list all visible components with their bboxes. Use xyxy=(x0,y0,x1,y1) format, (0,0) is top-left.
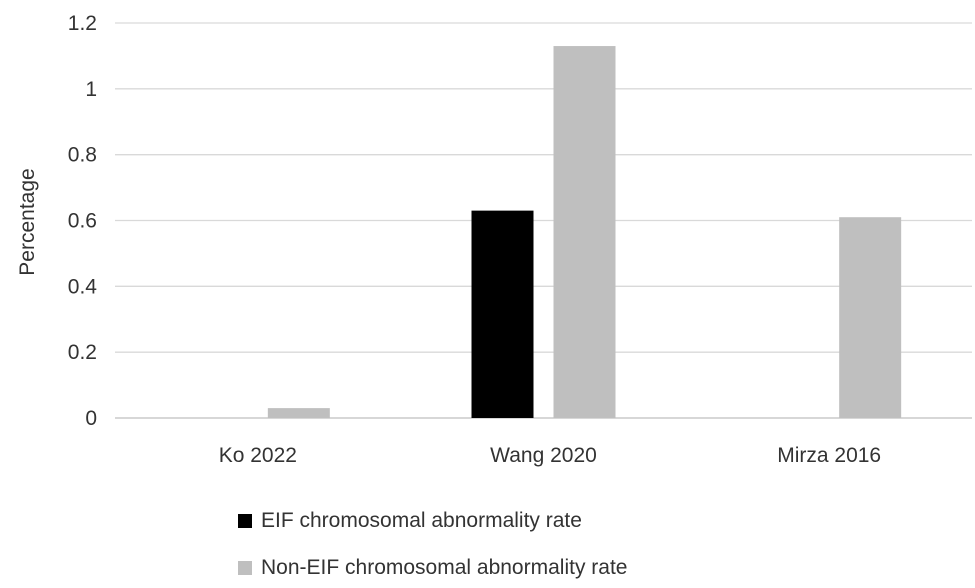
bar xyxy=(839,217,902,418)
legend-swatch-non-eif xyxy=(238,561,252,575)
bars xyxy=(267,46,902,419)
legend-item-eif: EIF chromosomal abnormality rate xyxy=(238,509,582,533)
x-tick-label: Mirza 2016 xyxy=(777,444,881,467)
y-tick-label: 0.8 xyxy=(68,144,97,167)
bar xyxy=(553,46,616,419)
y-tick-label: 0 xyxy=(85,407,97,430)
x-tick-label: Wang 2020 xyxy=(490,444,597,467)
x-axis-ticks: Ko 2022 Wang 2020 Mirza 2016 xyxy=(219,444,881,467)
y-tick-label: 0.6 xyxy=(68,210,97,233)
y-axis-label: Percentage xyxy=(16,168,39,275)
bar xyxy=(267,408,330,418)
bar xyxy=(471,210,534,418)
gridlines xyxy=(115,22,972,419)
x-tick-label: Ko 2022 xyxy=(219,444,297,467)
legend-label-non-eif: Non-EIF chromosomal abnormality rate xyxy=(261,556,628,579)
y-tick-label: 1.2 xyxy=(68,12,97,35)
legend-item-non-eif: Non-EIF chromosomal abnormality rate xyxy=(238,556,627,580)
legend-swatch-eif xyxy=(238,514,252,528)
y-tick-label: 1 xyxy=(85,78,97,101)
legend: EIF chromosomal abnormality rate Non-EIF… xyxy=(0,500,975,588)
legend-label-eif: EIF chromosomal abnormality rate xyxy=(261,509,582,532)
bar-chart: 0 0.2 0.4 0.6 0.8 1 1.2 Ko 2022 Wang 2020 Mirza … xyxy=(16,12,972,467)
y-tick-label: 0.4 xyxy=(68,275,98,298)
y-axis-ticks: 0 0.2 0.4 0.6 0.8 1 1.2 xyxy=(68,12,98,430)
y-tick-label: 0.2 xyxy=(68,341,97,364)
